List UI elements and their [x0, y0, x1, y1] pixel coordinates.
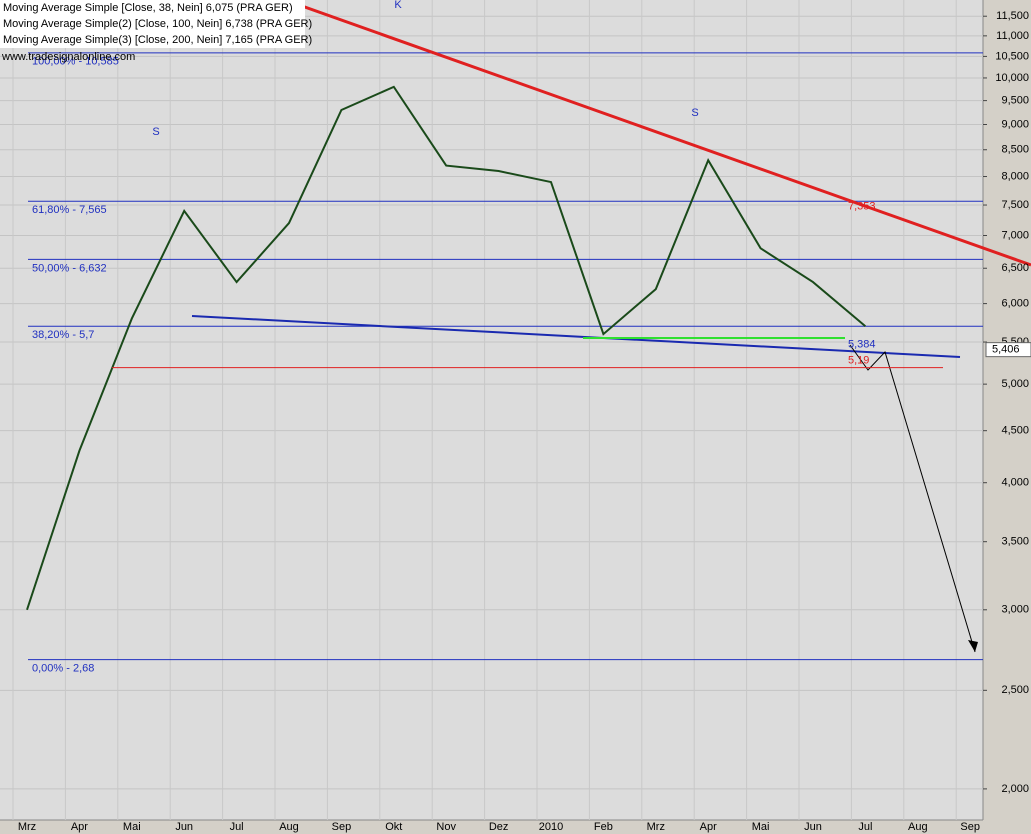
x-tick-label: Jun: [175, 821, 193, 833]
fib-label: 61,80% - 7,565: [32, 204, 107, 216]
price-line: [26, 85, 867, 611]
fib-label: 0,00% - 2,68: [32, 663, 94, 675]
y-tick-label: 9,000: [1001, 118, 1029, 130]
price-label: 5,406: [992, 344, 1020, 356]
y-tick-label: 5,000: [1001, 378, 1029, 390]
x-tick-label: Sep: [960, 821, 980, 833]
x-tick-label: Jun: [804, 821, 822, 833]
arrow-head: [968, 640, 978, 652]
y-tick-label: 4,500: [1001, 425, 1029, 437]
y-tick-label: 11,000: [996, 30, 1029, 42]
y-tick-label: 10,000: [995, 72, 1029, 84]
x-tick-label: Aug: [908, 821, 928, 833]
x-tick-label: Mrz: [647, 821, 665, 833]
plot-area: [0, 0, 983, 820]
x-tick-label: Jul: [230, 821, 244, 833]
x-tick-label: Apr: [700, 821, 717, 833]
y-tick-label: 2,500: [1001, 684, 1029, 696]
x-tick-label: 2010: [539, 821, 563, 833]
price-marker: [985, 342, 1031, 358]
x-tick-label: Mrz: [18, 821, 36, 833]
y-tick-label: 3,000: [1001, 604, 1029, 616]
pattern-label: K: [394, 0, 402, 11]
y-tick-label: 3,500: [1001, 536, 1029, 548]
watermark: www.tradesignalonline.com: [1, 51, 135, 63]
x-tick-label: Aug: [279, 821, 299, 833]
x-tick-label: Sep: [332, 821, 352, 833]
legend-entry: Moving Average Simple [Close, 38, Nein] …: [3, 2, 293, 14]
pattern-label: S: [691, 107, 698, 119]
y-tick-label: 2,000: [1001, 783, 1029, 795]
x-tick-label: Mai: [752, 821, 770, 833]
y-tick-label: 11,500: [996, 10, 1029, 22]
price-label: 5,19: [848, 355, 869, 367]
y-tick-label: 4,000: [1001, 477, 1029, 489]
y-tick-label: 6,500: [1001, 262, 1029, 274]
fib-label: 50,00% - 6,632: [32, 262, 107, 274]
y-tick-label: 7,000: [1001, 229, 1029, 241]
y-tick-label: 10,500: [995, 50, 1029, 62]
resistance-line: [284, 0, 1031, 267]
fib-label: 38,20% - 5,7: [32, 329, 94, 341]
x-tick-label: Apr: [71, 821, 88, 833]
y-tick-label: 9,500: [1001, 95, 1029, 107]
x-tick-label: Mai: [123, 821, 141, 833]
y-tick-label: 6,000: [1001, 298, 1029, 310]
legend-entry: Moving Average Simple(3) [Close, 200, Ne…: [3, 34, 312, 46]
y-tick-label: 8,500: [1001, 144, 1029, 156]
price-label: 7,353: [848, 201, 876, 213]
pattern-label: S: [152, 126, 159, 138]
legend-box: [0, 0, 305, 48]
fib-label: 100,00% - 10,585: [32, 56, 119, 68]
price-label: 5,384: [848, 338, 876, 350]
y-tick-label: 8,000: [1001, 170, 1029, 182]
x-tick-label: Okt: [385, 821, 402, 833]
y-tick-label: 7,500: [1001, 199, 1029, 211]
legend-entry: Moving Average Simple(2) [Close, 100, Ne…: [3, 18, 312, 30]
projection-arrow: [849, 344, 976, 653]
x-tick-label: Jul: [858, 821, 872, 833]
x-tick-label: Dez: [489, 821, 509, 833]
x-tick-label: Nov: [436, 821, 456, 833]
x-tick-label: Feb: [594, 821, 613, 833]
neckline: [191, 315, 961, 358]
